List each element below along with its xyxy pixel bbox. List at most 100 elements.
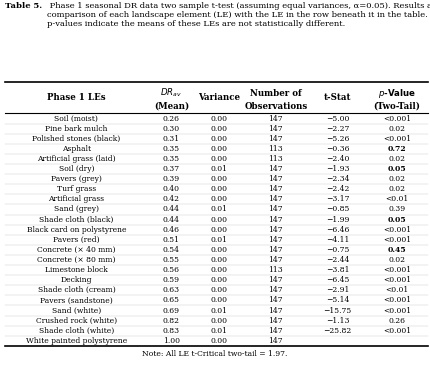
- Text: Pavers (grey): Pavers (grey): [51, 175, 102, 183]
- Text: 0.02: 0.02: [388, 155, 405, 163]
- Text: 147: 147: [269, 175, 283, 183]
- Text: 0.00: 0.00: [210, 124, 227, 132]
- Text: −5.26: −5.26: [326, 135, 349, 143]
- Text: 0.05: 0.05: [388, 165, 406, 173]
- Text: Artificial grass: Artificial grass: [48, 195, 104, 203]
- Text: 0.31: 0.31: [163, 135, 180, 143]
- Text: <0.001: <0.001: [383, 236, 411, 244]
- Text: 0.01: 0.01: [210, 165, 227, 173]
- Text: 0.65: 0.65: [163, 296, 180, 305]
- Text: 0.39: 0.39: [388, 205, 405, 213]
- Text: 0.00: 0.00: [210, 145, 227, 153]
- Text: 0.00: 0.00: [210, 266, 227, 274]
- Text: −6.45: −6.45: [326, 276, 349, 284]
- Text: Crushed rock (white): Crushed rock (white): [36, 317, 117, 325]
- Text: 0.56: 0.56: [163, 266, 180, 274]
- Text: −0.36: −0.36: [326, 145, 349, 153]
- Text: <0.001: <0.001: [383, 135, 411, 143]
- Text: −2.40: −2.40: [326, 155, 349, 163]
- Text: 147: 147: [269, 337, 283, 345]
- Text: −6.46: −6.46: [326, 226, 349, 234]
- Text: 147: 147: [269, 246, 283, 254]
- Text: Soil (moist): Soil (moist): [55, 115, 98, 123]
- Text: White painted polystyrene: White painted polystyrene: [26, 337, 127, 345]
- Text: −0.75: −0.75: [326, 246, 349, 254]
- Text: 0.39: 0.39: [163, 175, 180, 183]
- Text: Pavers (sandstone): Pavers (sandstone): [40, 296, 113, 305]
- Text: 0.00: 0.00: [210, 337, 227, 345]
- Text: 0.02: 0.02: [388, 124, 405, 132]
- Text: <0.001: <0.001: [383, 266, 411, 274]
- Text: Variance: Variance: [198, 93, 240, 102]
- Text: $\mathit{p}$-Value: $\mathit{p}$-Value: [378, 87, 416, 100]
- Text: 0.02: 0.02: [388, 185, 405, 193]
- Text: <0.001: <0.001: [383, 115, 411, 123]
- Text: 0.00: 0.00: [210, 286, 227, 294]
- Text: 147: 147: [269, 236, 283, 244]
- Text: −5.00: −5.00: [326, 115, 349, 123]
- Text: −1.13: −1.13: [326, 317, 349, 325]
- Text: 0.00: 0.00: [210, 296, 227, 305]
- Text: 0.02: 0.02: [388, 175, 405, 183]
- Text: Soil (dry): Soil (dry): [58, 165, 94, 173]
- Text: 0.00: 0.00: [210, 195, 227, 203]
- Text: 147: 147: [269, 195, 283, 203]
- Text: Pine bark mulch: Pine bark mulch: [45, 124, 108, 132]
- Text: 0.37: 0.37: [163, 165, 180, 173]
- Text: 147: 147: [269, 286, 283, 294]
- Text: 0.00: 0.00: [210, 317, 227, 325]
- Text: 0.01: 0.01: [210, 327, 227, 335]
- Text: Table 5.: Table 5.: [5, 2, 42, 10]
- Text: Phase 1 LEs: Phase 1 LEs: [47, 93, 106, 102]
- Text: Artificial grass (laid): Artificial grass (laid): [37, 155, 116, 163]
- Text: <0.001: <0.001: [383, 296, 411, 305]
- Text: 147: 147: [269, 135, 283, 143]
- Text: −15.75: −15.75: [323, 306, 352, 314]
- Text: 0.00: 0.00: [210, 155, 227, 163]
- Text: Pavers (red): Pavers (red): [53, 236, 100, 244]
- Text: 0.00: 0.00: [210, 256, 227, 264]
- Text: −2.91: −2.91: [326, 286, 349, 294]
- Text: 0.01: 0.01: [210, 205, 227, 213]
- Text: Turf grass: Turf grass: [57, 185, 96, 193]
- Text: 113: 113: [268, 155, 283, 163]
- Text: 0.55: 0.55: [163, 256, 180, 264]
- Text: −0.85: −0.85: [326, 205, 349, 213]
- Text: Sand (white): Sand (white): [52, 306, 101, 314]
- Text: 0.00: 0.00: [210, 115, 227, 123]
- Text: $\mathit{DR}_{av}$: $\mathit{DR}_{av}$: [160, 87, 182, 100]
- Text: Asphalt: Asphalt: [62, 145, 91, 153]
- Text: 0.44: 0.44: [163, 216, 180, 224]
- Text: 0.26: 0.26: [163, 115, 180, 123]
- Text: Limestone block: Limestone block: [45, 266, 108, 274]
- Text: <0.001: <0.001: [383, 306, 411, 314]
- Text: 147: 147: [269, 216, 283, 224]
- Text: 0.00: 0.00: [210, 185, 227, 193]
- Text: Polished stones (black): Polished stones (black): [32, 135, 120, 143]
- Text: 0.05: 0.05: [388, 216, 406, 224]
- Text: 0.00: 0.00: [210, 216, 227, 224]
- Text: 0.63: 0.63: [163, 286, 180, 294]
- Text: 113: 113: [268, 266, 283, 274]
- Text: <0.001: <0.001: [383, 276, 411, 284]
- Text: Observations: Observations: [244, 102, 307, 111]
- Text: Decking: Decking: [61, 276, 92, 284]
- Text: 0.46: 0.46: [163, 226, 180, 234]
- Text: 147: 147: [269, 276, 283, 284]
- Text: Sand (grey): Sand (grey): [54, 205, 99, 213]
- Text: 0.82: 0.82: [163, 317, 180, 325]
- Text: −2.44: −2.44: [326, 256, 349, 264]
- Text: 0.35: 0.35: [163, 155, 180, 163]
- Text: 0.00: 0.00: [210, 276, 227, 284]
- Text: 0.51: 0.51: [163, 236, 180, 244]
- Text: 147: 147: [269, 327, 283, 335]
- Text: (Two-Tail): (Two-Tail): [374, 102, 421, 111]
- Text: Concrete (× 40 mm): Concrete (× 40 mm): [37, 246, 116, 254]
- Text: 0.01: 0.01: [210, 236, 227, 244]
- Text: 0.42: 0.42: [163, 195, 180, 203]
- Text: 0.01: 0.01: [210, 306, 227, 314]
- Text: 0.40: 0.40: [163, 185, 180, 193]
- Text: Note: All LE t-Critical two-tail = 1.97.: Note: All LE t-Critical two-tail = 1.97.: [142, 350, 288, 358]
- Text: 0.72: 0.72: [388, 145, 406, 153]
- Text: Black card on polystyrene: Black card on polystyrene: [27, 226, 126, 234]
